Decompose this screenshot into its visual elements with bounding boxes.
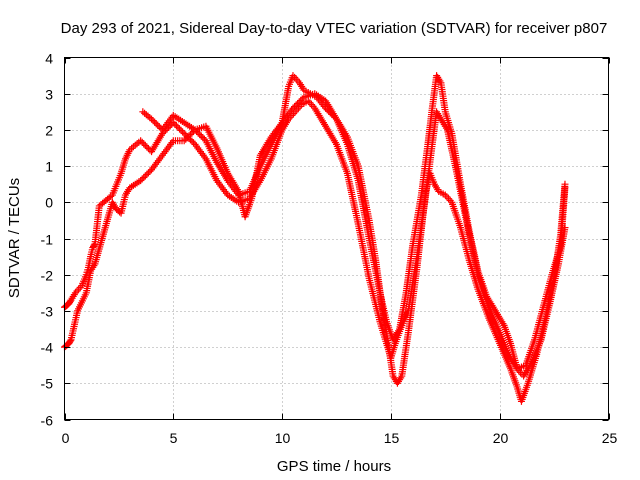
series-track-b xyxy=(61,72,569,405)
grid-lines xyxy=(64,57,609,420)
x-tick-label: 20 xyxy=(493,430,509,446)
data-point xyxy=(185,132,193,140)
data-point xyxy=(200,135,208,143)
data-point xyxy=(171,120,179,128)
data-point xyxy=(151,118,159,126)
data-point xyxy=(148,115,156,123)
x-tick-label: 10 xyxy=(275,430,291,446)
data-point xyxy=(137,137,145,145)
plot-frame xyxy=(64,57,609,420)
data-point xyxy=(445,195,453,203)
x-tick-labels: 0 5 10 15 20 25 xyxy=(62,430,618,446)
data-point xyxy=(75,285,83,293)
y-tick-label: -1 xyxy=(41,232,54,248)
y-tick-label: 0 xyxy=(45,195,53,211)
data-point xyxy=(180,137,188,145)
y-tick-label: -3 xyxy=(41,304,54,320)
data-point xyxy=(152,120,160,128)
data-point xyxy=(291,103,299,111)
data-point xyxy=(176,125,184,133)
data-point xyxy=(297,96,305,104)
y-tick-label: 2 xyxy=(45,123,53,139)
y-tick-label: -5 xyxy=(41,376,54,392)
data-point xyxy=(180,130,188,138)
series-track-a xyxy=(61,97,569,373)
data-point xyxy=(561,180,569,188)
data-points xyxy=(61,72,569,405)
data-point xyxy=(177,126,185,134)
y-tick-label: -6 xyxy=(41,413,54,429)
data-point xyxy=(141,141,149,149)
data-point xyxy=(183,134,191,142)
x-axis-title: GPS time / hours xyxy=(277,458,391,475)
data-point xyxy=(306,99,314,107)
y-tick-label: 4 xyxy=(45,51,53,67)
data-point xyxy=(561,224,569,232)
data-point xyxy=(194,129,202,137)
data-point xyxy=(292,101,300,109)
y-tick-label: -2 xyxy=(41,268,54,284)
data-point xyxy=(179,128,187,136)
data-point xyxy=(295,98,303,106)
data-point xyxy=(140,173,148,181)
data-point xyxy=(140,140,148,148)
y-tick-label: -4 xyxy=(41,340,54,356)
data-point xyxy=(149,117,157,125)
data-point xyxy=(294,100,302,108)
y-tick-labels: -6 -5 -4 -3 -2 -1 0 1 2 3 4 xyxy=(41,51,54,429)
y-tick-label: 3 xyxy=(45,87,53,103)
data-point xyxy=(66,337,74,345)
data-point xyxy=(144,169,152,177)
data-point xyxy=(138,175,146,183)
x-tick-label: 5 xyxy=(170,430,178,446)
data-point xyxy=(143,170,151,178)
data-point xyxy=(172,122,180,130)
data-point xyxy=(90,241,98,249)
y-axis-title: SDTVAR / TECUs xyxy=(6,178,23,298)
data-point xyxy=(298,95,306,103)
data-point xyxy=(154,121,162,129)
x-tick-label: 0 xyxy=(62,430,70,446)
data-point xyxy=(289,104,297,112)
data-point xyxy=(174,123,182,131)
x-tick-label: 25 xyxy=(602,430,618,446)
y-tick-label: 1 xyxy=(45,159,53,175)
data-point xyxy=(141,172,149,180)
axis-ticks xyxy=(64,57,610,421)
data-point xyxy=(107,192,115,200)
data-point xyxy=(138,138,146,146)
data-point xyxy=(199,134,207,142)
chart-title: Day 293 of 2021, Sidereal Day-to-day VTE… xyxy=(61,20,608,37)
series-track-c xyxy=(139,72,569,380)
data-point xyxy=(196,131,204,139)
data-point xyxy=(188,137,196,145)
data-point xyxy=(137,177,145,185)
data-point xyxy=(143,143,151,151)
data-point xyxy=(197,132,205,140)
x-tick-label: 15 xyxy=(384,430,400,446)
data-point xyxy=(186,131,194,139)
data-point xyxy=(182,135,190,143)
